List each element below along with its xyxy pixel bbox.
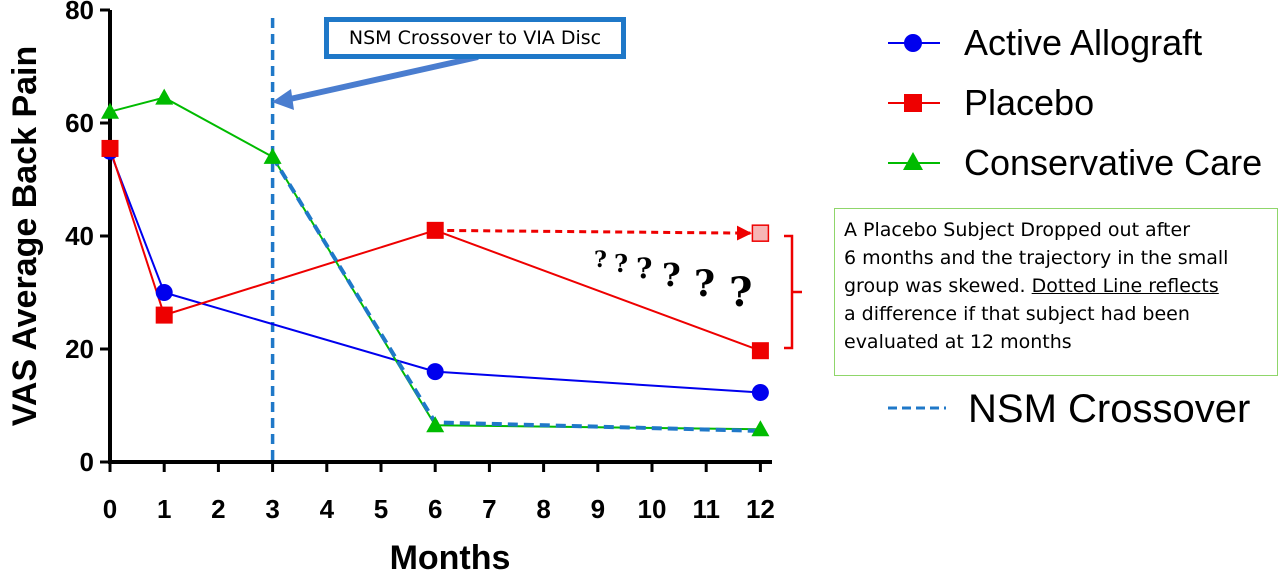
legend-label-crossover: NSM Crossover (968, 387, 1250, 431)
legend: Active Allograft Placebo Conservative Ca… (888, 22, 1262, 431)
x-tick-label: 12 (746, 494, 775, 524)
series-line (109, 150, 761, 394)
legend-marker-active (904, 34, 922, 52)
data-point (751, 420, 770, 437)
dropout-note-box: A Placebo Subject Dropped out after 6 mo… (834, 208, 1278, 376)
data-point (155, 88, 174, 105)
data-point (101, 139, 119, 157)
x-tick-label: 1 (157, 494, 171, 524)
question-mark: ? (729, 269, 752, 316)
x-tick-label: 3 (265, 494, 279, 524)
x-tick-label: 11 (692, 494, 720, 524)
question-marks: ? ? ? ? ? ? (594, 247, 752, 316)
note-line: 6 months and the trajectory in the small (844, 247, 1229, 269)
data-point (101, 102, 119, 119)
question-mark: ? (636, 252, 652, 285)
data-point (155, 306, 173, 324)
x-tick-label: 10 (638, 494, 667, 524)
y-tick-label: 0 (80, 447, 94, 477)
y-ticks: 0 20 40 60 80 (65, 0, 110, 477)
x-tick-label: 2 (211, 494, 225, 524)
data-point (426, 363, 444, 381)
legend-label-active: Active Allograft (964, 22, 1202, 63)
legend-label-conservative: Conservative Care (964, 142, 1262, 183)
note-text: group was skewed. (844, 275, 1026, 297)
data-point (751, 342, 769, 360)
x-tick-label: 4 (320, 494, 335, 524)
bracket (784, 234, 802, 350)
x-tick-label: 6 (428, 494, 442, 524)
x-tick-label: 9 (591, 494, 605, 524)
callout-arrow (289, 54, 479, 102)
y-tick-label: 80 (65, 0, 94, 25)
x-axis-title: Months (390, 539, 511, 573)
question-mark: ? (594, 247, 607, 273)
data-point (263, 147, 282, 164)
note-line: A Placebo Subject Dropped out after (844, 219, 1191, 241)
question-mark: ? (694, 263, 715, 305)
note-line: evaluated at 12 months (844, 331, 1072, 353)
data-point (426, 221, 444, 239)
note-line: group was skewed. Dotted Line reflects (844, 272, 1271, 300)
question-mark: ? (662, 256, 681, 294)
placebo-projection-marker (751, 224, 770, 242)
data-point (751, 384, 769, 402)
x-tick-label: 5 (374, 494, 388, 524)
x-tick-label: 0 (103, 494, 117, 524)
x-tick-label: 8 (536, 494, 550, 524)
series-line (109, 148, 761, 352)
y-tick-label: 60 (65, 108, 94, 138)
placebo-projection-line (435, 225, 752, 241)
note-line: a difference if that subject had been (844, 303, 1190, 325)
legend-label-placebo: Placebo (964, 82, 1094, 123)
legend-marker-placebo (904, 94, 922, 112)
data-point (426, 416, 445, 433)
question-mark: ? (614, 249, 628, 278)
legend-marker-conservative (903, 152, 923, 170)
callout-arrowhead (272, 89, 294, 110)
y-axis-title: VAS Average Back Pain (6, 46, 44, 426)
note-underlined-text: Dotted Line reflects (1031, 275, 1219, 297)
crossover-dashed-path (270, 155, 761, 433)
y-tick-label: 20 (65, 334, 94, 364)
callout-text: NSM Crossover to VIA Disc (348, 27, 602, 49)
crossover-callout-box: NSM Crossover to VIA Disc (324, 17, 626, 59)
data-point (155, 284, 173, 301)
series-markers (101, 88, 770, 437)
y-tick-label: 40 (65, 221, 94, 251)
x-ticks: 0 1 2 3 4 5 6 7 8 9 10 11 12 (103, 462, 775, 524)
x-tick-label: 7 (482, 494, 496, 524)
